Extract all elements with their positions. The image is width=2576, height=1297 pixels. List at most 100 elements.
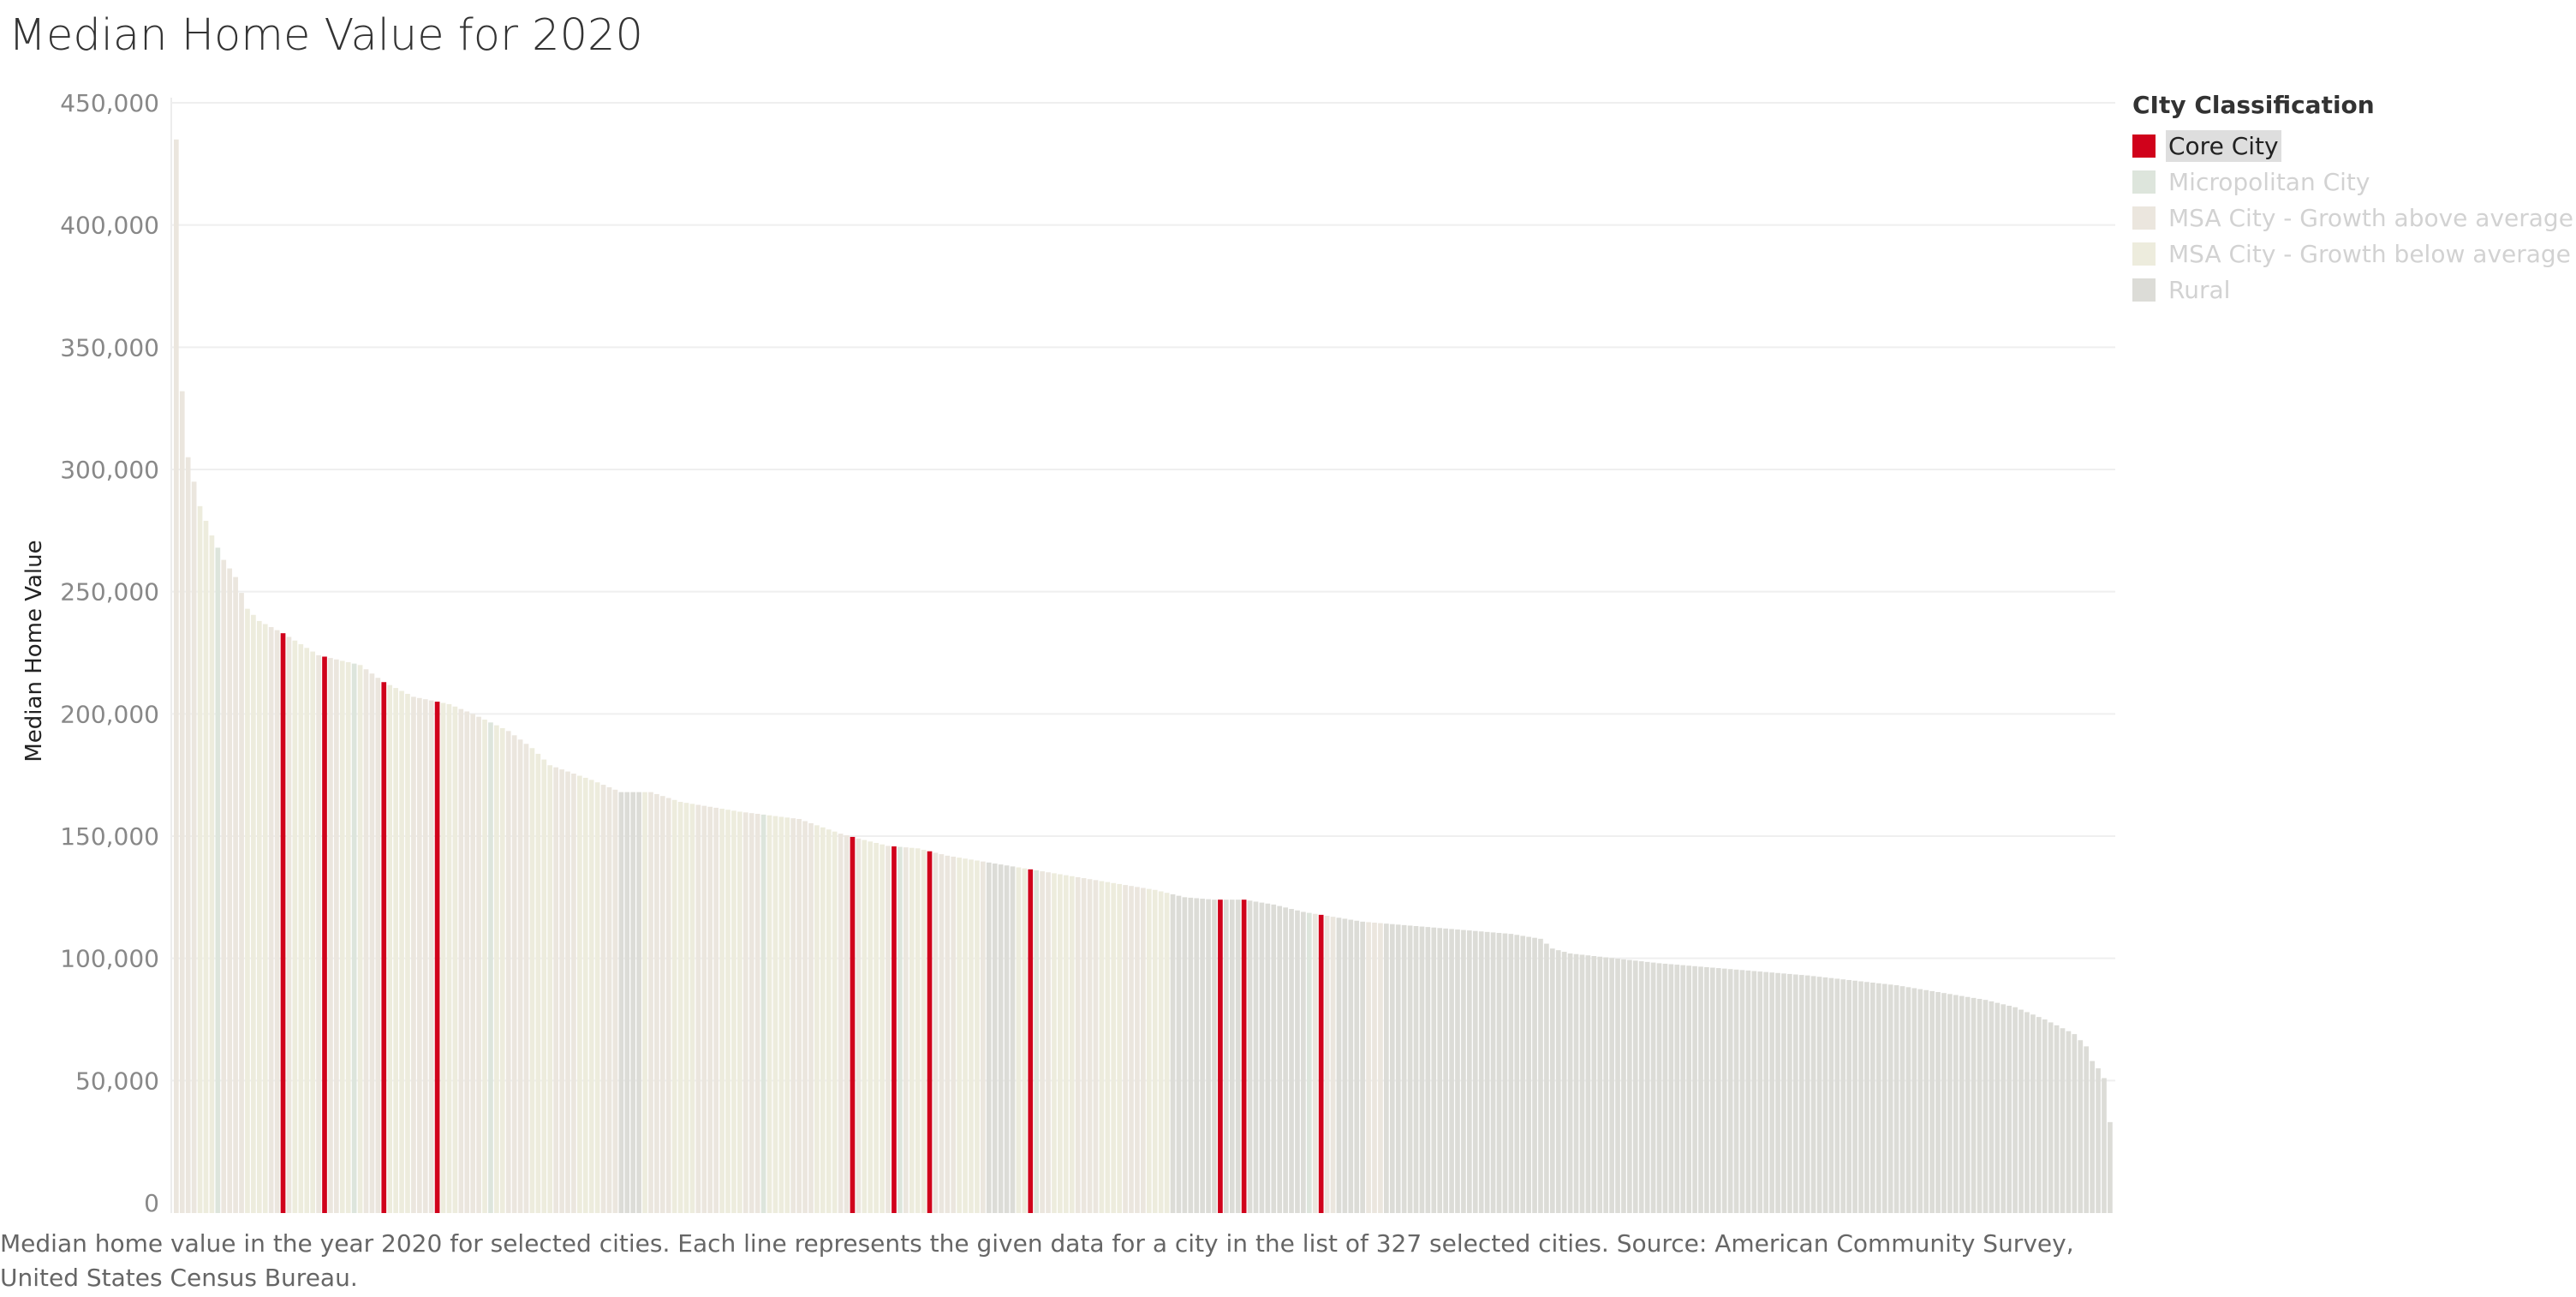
bar[interactable] (345, 662, 351, 1213)
bar[interactable] (1117, 883, 1123, 1213)
bar[interactable] (742, 812, 748, 1213)
bar[interactable] (464, 711, 470, 1213)
bar[interactable] (1965, 996, 1971, 1213)
bar[interactable] (1152, 889, 1158, 1213)
bar[interactable] (328, 658, 333, 1213)
bar[interactable] (802, 821, 808, 1213)
bar[interactable] (1538, 938, 1543, 1213)
bar[interactable] (659, 796, 665, 1213)
bar[interactable] (1004, 865, 1010, 1213)
bar[interactable] (529, 748, 535, 1213)
bar[interactable] (1348, 919, 1354, 1213)
bar[interactable] (594, 782, 600, 1213)
bar[interactable] (1905, 987, 1911, 1213)
bar[interactable] (1864, 982, 1869, 1213)
bar[interactable] (707, 806, 713, 1213)
bar[interactable] (844, 835, 850, 1213)
bar[interactable] (1947, 994, 1953, 1213)
bar[interactable] (1455, 929, 1460, 1213)
bar[interactable] (1686, 965, 1691, 1213)
bar[interactable] (191, 481, 197, 1213)
bar[interactable] (411, 696, 416, 1213)
bar[interactable] (1289, 909, 1294, 1213)
bar[interactable] (1674, 965, 1680, 1213)
bar[interactable] (559, 769, 564, 1213)
bar[interactable] (1977, 999, 1983, 1213)
bar[interactable] (992, 863, 998, 1213)
bar[interactable] (1520, 935, 1526, 1213)
bar[interactable] (1508, 934, 1514, 1213)
bar[interactable] (1312, 913, 1318, 1213)
bar[interactable] (2024, 1012, 2030, 1213)
bar[interactable] (446, 703, 452, 1213)
bar[interactable] (1111, 882, 1117, 1213)
bar[interactable] (1822, 977, 1828, 1213)
bar[interactable] (1852, 980, 1857, 1213)
bar[interactable] (1265, 903, 1271, 1213)
bar[interactable] (1983, 1000, 1989, 1213)
bar-core-city[interactable] (850, 836, 856, 1213)
bar[interactable] (2036, 1017, 2042, 1213)
bar[interactable] (612, 789, 618, 1213)
bar[interactable] (1870, 983, 1875, 1213)
bar[interactable] (1384, 923, 1389, 1213)
bar[interactable] (1389, 923, 1395, 1213)
bar[interactable] (499, 727, 505, 1213)
bar[interactable] (2007, 1006, 2012, 1213)
bar[interactable] (1603, 957, 1608, 1213)
bar[interactable] (1733, 969, 1739, 1213)
bar[interactable] (209, 535, 215, 1213)
bar[interactable] (1259, 902, 1265, 1213)
bar-core-city[interactable] (891, 846, 897, 1213)
bar[interactable] (2066, 1031, 2072, 1213)
bar[interactable] (179, 391, 185, 1213)
bar[interactable] (1745, 970, 1751, 1213)
bar[interactable] (1123, 885, 1128, 1213)
bar[interactable] (826, 829, 832, 1213)
bar[interactable] (933, 852, 939, 1213)
bar[interactable] (2054, 1025, 2060, 1213)
bar-core-city[interactable] (322, 656, 327, 1213)
bar[interactable] (1105, 882, 1111, 1213)
bar[interactable] (1567, 953, 1573, 1213)
bar[interactable] (470, 714, 476, 1213)
bar[interactable] (1615, 959, 1620, 1213)
bar[interactable] (874, 842, 880, 1213)
bar[interactable] (1709, 967, 1715, 1213)
bar[interactable] (1680, 965, 1686, 1213)
bar[interactable] (262, 624, 268, 1213)
bar[interactable] (1899, 986, 1905, 1213)
bar[interactable] (737, 811, 742, 1213)
bar[interactable] (1063, 875, 1069, 1213)
bar[interactable] (2084, 1046, 2090, 1213)
bar[interactable] (790, 818, 796, 1213)
bar[interactable] (1235, 900, 1241, 1213)
bar[interactable] (618, 792, 624, 1213)
bar[interactable] (1277, 906, 1283, 1213)
bar[interactable] (636, 792, 641, 1213)
bar[interactable] (1324, 916, 1330, 1213)
bar[interactable] (1911, 988, 1917, 1213)
bar[interactable] (316, 654, 321, 1213)
bar[interactable] (203, 520, 209, 1213)
bar[interactable] (945, 855, 951, 1213)
bar[interactable] (986, 862, 992, 1213)
bar[interactable] (1662, 963, 1668, 1213)
bar-core-city[interactable] (1241, 900, 1247, 1213)
legend-item-msa-growth-below[interactable]: MSA City - Growth below average (2132, 236, 2576, 272)
bar[interactable] (1514, 935, 1520, 1213)
bar[interactable] (197, 505, 203, 1213)
bar[interactable] (1467, 930, 1472, 1213)
bar[interactable] (1336, 917, 1342, 1213)
bar[interactable] (1295, 910, 1300, 1213)
bar[interactable] (523, 744, 529, 1213)
bar[interactable] (1775, 972, 1780, 1213)
bar[interactable] (808, 822, 814, 1213)
bar[interactable] (1715, 968, 1721, 1213)
bar[interactable] (565, 771, 570, 1213)
bar[interactable] (452, 706, 458, 1213)
bar[interactable] (1283, 907, 1288, 1213)
bar[interactable] (1638, 961, 1644, 1213)
bar[interactable] (2012, 1007, 2018, 1213)
bar[interactable] (820, 827, 826, 1213)
